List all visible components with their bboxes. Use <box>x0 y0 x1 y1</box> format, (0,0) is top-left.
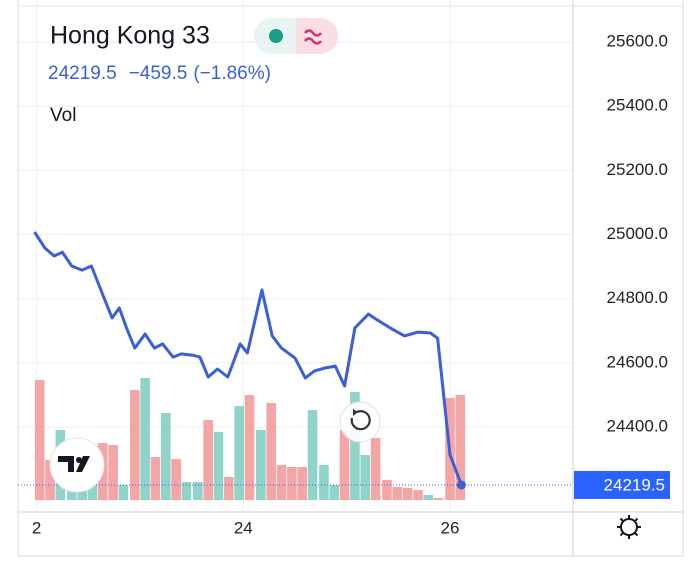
x-tick-label: 2 <box>32 518 41 537</box>
volume-bar <box>45 460 55 500</box>
volume-bar <box>360 455 371 500</box>
volume-bar <box>34 380 45 500</box>
y-tick-label: 24800.0 <box>607 288 668 307</box>
volume-bar <box>266 403 277 500</box>
volume-bar <box>256 430 266 500</box>
volume-bar <box>402 488 413 500</box>
volume-bar <box>213 432 224 500</box>
volume-bar <box>339 430 350 500</box>
price-change: −459.5 <box>129 63 188 84</box>
volume-bar <box>297 467 308 500</box>
volume-bar <box>140 378 150 500</box>
volume-bar <box>382 480 392 500</box>
axes: 24400.0 24600.0 24800.0 25000.0 25200.0 25400… <box>32 32 670 537</box>
y-tick-label: 25200.0 <box>607 160 668 179</box>
y-tick-label: 24400.0 <box>607 417 668 436</box>
volume-bar <box>329 485 340 500</box>
volume-bar <box>307 410 318 500</box>
y-tick-label: 25400.0 <box>607 96 668 115</box>
volume-bar <box>455 395 466 500</box>
last-price-label: 24219.5 <box>604 475 665 494</box>
reset-arrow <box>353 409 358 416</box>
gear-teeth <box>617 515 641 539</box>
volume-bar <box>350 392 360 500</box>
x-tick-label: 24 <box>234 518 253 537</box>
volume-bar <box>203 420 213 500</box>
volume-bar <box>392 487 403 500</box>
y-tick-label: 25600.0 <box>607 32 668 51</box>
volume-bar <box>224 477 234 500</box>
volume-bar <box>193 482 203 500</box>
volume-bar <box>423 495 434 500</box>
y-tick-label: 24600.0 <box>607 352 668 371</box>
volume-bar <box>108 445 118 500</box>
y-tick-label: 25000.0 <box>607 224 668 243</box>
volume-bar <box>319 465 329 500</box>
delay-icon <box>304 29 322 45</box>
volume-bar <box>370 438 381 500</box>
x-tick-label: 26 <box>441 518 460 537</box>
volume-bar <box>129 390 140 500</box>
price-change-percent: (−1.86%) <box>193 63 271 84</box>
overlay <box>49 401 641 539</box>
volume-bar <box>276 465 287 500</box>
last-point <box>456 480 466 490</box>
last-price-box <box>574 470 670 499</box>
volume-bar <box>77 485 87 500</box>
volume-bar <box>160 413 171 500</box>
reset-icon <box>350 410 371 431</box>
volume-bar <box>433 498 444 500</box>
volume-label: Vol <box>50 105 76 126</box>
price-summary: 24219.5 −459.5 (−1.86%) <box>48 63 271 84</box>
volume-bar <box>413 490 423 500</box>
volume-bar <box>150 457 161 500</box>
volume-bar <box>234 406 244 500</box>
price-line <box>18 231 573 490</box>
last-price: 24219.5 <box>48 63 117 84</box>
volume-bar <box>118 485 129 500</box>
logo-dot <box>76 457 82 463</box>
volume-bar <box>287 467 297 500</box>
volume-bars <box>34 378 466 500</box>
volume-bar <box>171 459 181 500</box>
price-line <box>33 231 463 486</box>
settings-button[interactable] <box>617 515 641 539</box>
tradingview-logo[interactable] <box>49 437 105 493</box>
market-open-dot <box>269 29 283 43</box>
volume-bar <box>244 395 255 500</box>
volume-bar <box>181 482 192 500</box>
reset-button[interactable] <box>339 401 381 443</box>
symbol-title: Hong Kong 33 <box>50 22 210 50</box>
